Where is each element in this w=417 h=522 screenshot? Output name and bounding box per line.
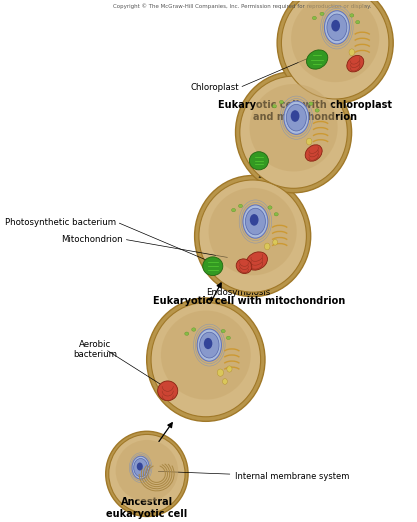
- Ellipse shape: [350, 14, 354, 17]
- Text: Copyright © The McGraw-Hill Companies, Inc. Permission required for reproduction: Copyright © The McGraw-Hill Companies, I…: [113, 3, 372, 8]
- Ellipse shape: [134, 458, 148, 477]
- Ellipse shape: [200, 332, 219, 358]
- Ellipse shape: [305, 145, 322, 161]
- Ellipse shape: [208, 188, 297, 275]
- Ellipse shape: [236, 72, 352, 193]
- Text: Ancestral
eukaryotic cell: Ancestral eukaryotic cell: [106, 497, 188, 519]
- Ellipse shape: [277, 0, 393, 103]
- Text: Chloroplast: Chloroplast: [190, 83, 239, 92]
- Ellipse shape: [309, 102, 313, 105]
- Ellipse shape: [240, 76, 347, 188]
- Text: Mitochondrion: Mitochondrion: [61, 235, 123, 244]
- Ellipse shape: [243, 205, 268, 238]
- Ellipse shape: [223, 378, 227, 384]
- Ellipse shape: [324, 11, 349, 44]
- Ellipse shape: [192, 328, 196, 331]
- Text: Aerobic
bacterium: Aerobic bacterium: [73, 340, 117, 359]
- Ellipse shape: [331, 20, 340, 31]
- Ellipse shape: [203, 257, 223, 276]
- Text: Endosymbiosis: Endosymbiosis: [258, 165, 322, 178]
- Ellipse shape: [231, 208, 236, 212]
- Ellipse shape: [273, 240, 278, 245]
- Text: Internal membrane system: Internal membrane system: [158, 471, 350, 481]
- Ellipse shape: [356, 20, 360, 24]
- Text: Photosynthetic bacterium: Photosynthetic bacterium: [5, 218, 116, 227]
- Ellipse shape: [284, 101, 309, 134]
- Ellipse shape: [281, 0, 389, 99]
- Ellipse shape: [327, 14, 347, 41]
- Ellipse shape: [151, 303, 261, 417]
- Ellipse shape: [197, 329, 221, 361]
- Ellipse shape: [306, 50, 328, 69]
- Ellipse shape: [147, 298, 265, 421]
- Ellipse shape: [347, 55, 364, 72]
- Ellipse shape: [320, 12, 324, 16]
- Ellipse shape: [116, 440, 178, 502]
- Ellipse shape: [291, 110, 299, 122]
- Ellipse shape: [291, 0, 379, 82]
- Ellipse shape: [246, 208, 265, 235]
- Ellipse shape: [274, 212, 278, 216]
- Text: Endosymbiosis: Endosymbiosis: [206, 288, 270, 301]
- Text: Eukaryotic cell with chloroplast
and mitochondrion: Eukaryotic cell with chloroplast and mit…: [218, 100, 392, 123]
- Ellipse shape: [312, 16, 317, 20]
- Ellipse shape: [109, 434, 185, 513]
- Ellipse shape: [279, 100, 284, 104]
- Ellipse shape: [204, 338, 212, 349]
- Ellipse shape: [268, 206, 272, 209]
- Ellipse shape: [137, 462, 143, 470]
- Ellipse shape: [250, 214, 259, 226]
- Ellipse shape: [249, 152, 269, 170]
- Ellipse shape: [221, 329, 225, 333]
- Ellipse shape: [236, 259, 252, 274]
- Ellipse shape: [106, 431, 188, 516]
- Ellipse shape: [286, 104, 306, 131]
- Ellipse shape: [264, 243, 270, 250]
- Ellipse shape: [227, 366, 232, 372]
- Ellipse shape: [199, 180, 306, 292]
- Ellipse shape: [195, 175, 311, 296]
- Text: Eukaryotic cell with mitochondrion: Eukaryotic cell with mitochondrion: [153, 296, 345, 306]
- Ellipse shape: [272, 104, 276, 108]
- Ellipse shape: [349, 49, 354, 56]
- Ellipse shape: [226, 336, 231, 339]
- Ellipse shape: [315, 109, 319, 112]
- Ellipse shape: [239, 204, 243, 208]
- Ellipse shape: [306, 138, 312, 145]
- Ellipse shape: [246, 252, 267, 270]
- Ellipse shape: [185, 332, 189, 336]
- Ellipse shape: [158, 381, 178, 401]
- Ellipse shape: [249, 84, 338, 172]
- Ellipse shape: [132, 456, 149, 479]
- Ellipse shape: [217, 369, 224, 376]
- Ellipse shape: [161, 311, 251, 400]
